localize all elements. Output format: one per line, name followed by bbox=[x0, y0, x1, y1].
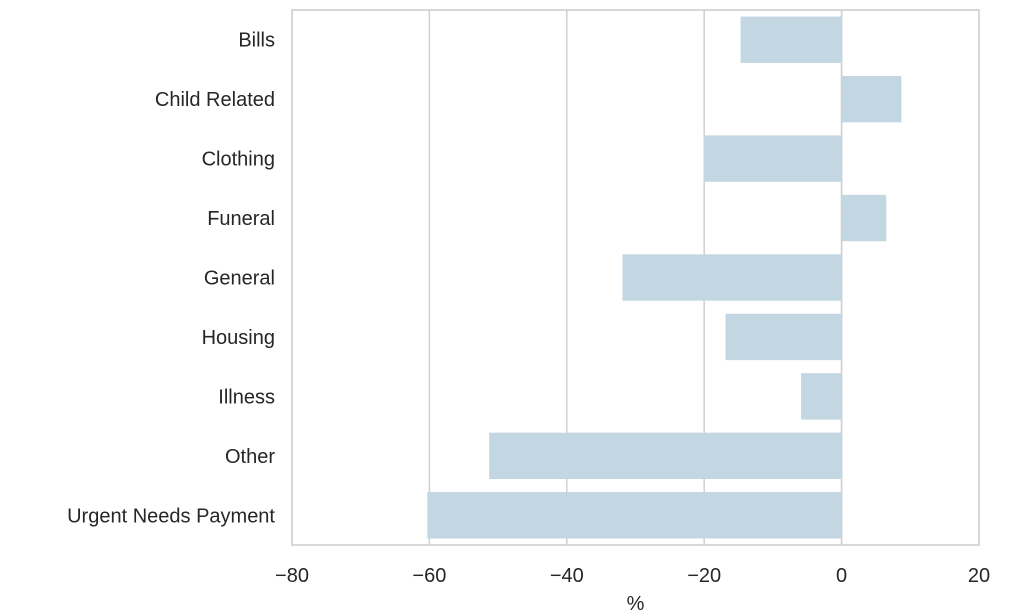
x-tick-label: −40 bbox=[550, 565, 584, 587]
x-tick-label: 20 bbox=[968, 565, 990, 587]
y-tick-label: Other bbox=[225, 446, 275, 468]
y-tick-label: Housing bbox=[202, 327, 275, 349]
y-tick-label: Urgent Needs Payment bbox=[67, 505, 275, 527]
plot-frame bbox=[291, 9, 980, 546]
x-tick-label: −60 bbox=[412, 565, 446, 587]
y-tick-label: Funeral bbox=[207, 208, 275, 230]
y-tick-label: Bills bbox=[238, 30, 275, 52]
bar bbox=[725, 313, 842, 361]
bar bbox=[841, 194, 887, 242]
x-tick-label: −80 bbox=[275, 565, 309, 587]
y-tick-labels: Bills Child Related Clothing Funeral General… bbox=[67, 30, 275, 528]
x-tick-labels: −80 −60 −40 −20 0 20 bbox=[275, 565, 990, 587]
bar bbox=[703, 135, 842, 182]
bar bbox=[489, 432, 842, 480]
y-tick-label: Clothing bbox=[202, 149, 275, 171]
x-tick-label: 0 bbox=[836, 565, 847, 587]
y-tick-label: Illness bbox=[218, 386, 275, 408]
bar bbox=[740, 16, 842, 63]
bar bbox=[841, 75, 902, 123]
bar bbox=[801, 373, 842, 420]
x-axis-title: % bbox=[627, 593, 645, 614]
bar bbox=[427, 492, 842, 539]
y-tick-label: General bbox=[204, 268, 275, 290]
x-tick-label: −20 bbox=[687, 565, 721, 587]
y-tick-label: Child Related bbox=[155, 89, 275, 111]
bars bbox=[427, 16, 902, 539]
bar bbox=[622, 254, 842, 301]
